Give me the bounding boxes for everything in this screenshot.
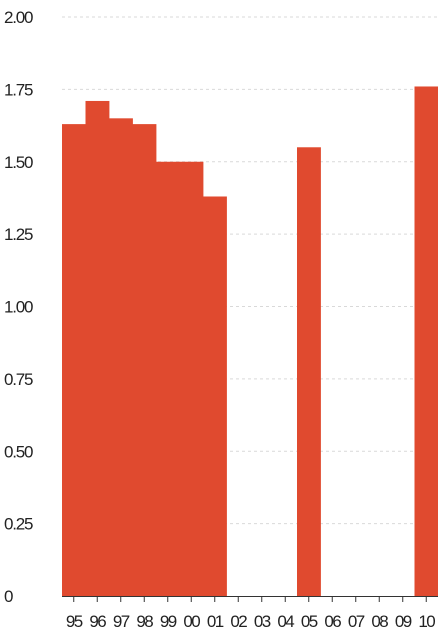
bar-01 [203,196,227,597]
bar-05 [297,147,321,596]
x-axis-ticks: 95 96 97 98 99 00 01 02 03 04 05 06 07 08 09 10 [66,596,437,631]
bar-95 [62,124,86,597]
y-tick-label: 0.25 [4,515,33,534]
x-tick-label: 01 [207,612,224,631]
y-tick-label: 0.50 [4,442,33,461]
y-tick-label: 1.75 [4,80,33,99]
bar-00 [179,161,204,596]
y-tick-label: 2.00 [4,8,33,27]
y-tick-label: 0 [4,587,13,606]
y-tick-label: 1.00 [4,298,33,317]
x-tick-label: 07 [348,612,365,631]
x-tick-label: 00 [183,612,200,631]
x-tick-label: 05 [301,612,318,631]
x-tick-label: 97 [113,612,130,631]
x-tick-label: 06 [324,612,341,631]
bars [62,86,438,597]
x-tick-label: 95 [66,612,83,631]
x-tick-label: 04 [277,612,294,631]
x-tick-label: 09 [395,612,412,631]
bar-99 [156,161,180,596]
y-tick-label: 1.50 [4,153,33,172]
bar-98 [132,124,157,597]
x-tick-label: 99 [160,612,177,631]
x-tick-label: 96 [89,612,106,631]
bar-96 [85,100,110,596]
x-tick-label: 08 [371,612,388,631]
x-tick-label: 03 [254,612,271,631]
x-tick-label: 98 [136,612,153,631]
bar-10 [414,86,438,596]
x-tick-label: 02 [230,612,247,631]
y-axis-ticks: 0 0.25 0.50 0.75 1.00 1.25 1.50 1.75 2.00 [4,8,34,606]
y-tick-label: 1.25 [4,225,33,244]
y-tick-label: 0.75 [4,370,33,389]
bar-97 [109,118,133,596]
x-tick-label: 10 [418,612,435,631]
